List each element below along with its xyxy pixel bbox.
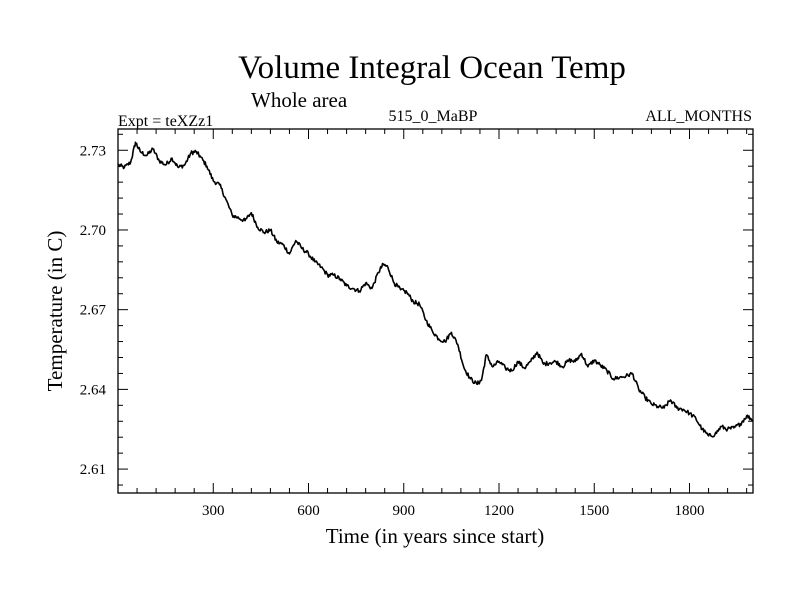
y-tick-label: 2.70 — [80, 223, 106, 239]
x-tick-label: 600 — [297, 503, 320, 519]
series-group — [117, 141, 754, 438]
plot-frame — [117, 128, 754, 494]
x-tick-labels: 300 600 900 1200 1500 1800 — [202, 503, 705, 519]
y-tick-label: 2.67 — [80, 303, 107, 319]
experiment-label: Expt = teXZz1 — [118, 113, 213, 130]
y-tick-label: 2.61 — [80, 462, 106, 478]
series-line — [117, 141, 754, 438]
x-tick-label: 300 — [202, 503, 225, 519]
x-tick-label: 900 — [393, 503, 416, 519]
y-tick-label: 2.64 — [80, 382, 107, 398]
x-axis-label: Time (in years since start) — [326, 524, 545, 548]
months-label: ALL_MONTHS — [645, 108, 752, 125]
chart-title: Volume Integral Ocean Temp — [238, 50, 626, 86]
run-label: 515_0_MaBP — [389, 108, 478, 125]
axis-ticks — [118, 129, 753, 493]
x-tick-label: 1200 — [484, 503, 514, 519]
y-tick-label: 2.73 — [80, 143, 106, 159]
x-tick-label: 1800 — [675, 503, 705, 519]
x-tick-label: 1500 — [579, 503, 609, 519]
y-axis-label: Temperature (in C) — [43, 231, 67, 392]
y-tick-labels: 2.61 2.64 2.67 2.70 2.73 — [80, 143, 107, 478]
chart-subtitle: Whole area — [251, 88, 348, 112]
